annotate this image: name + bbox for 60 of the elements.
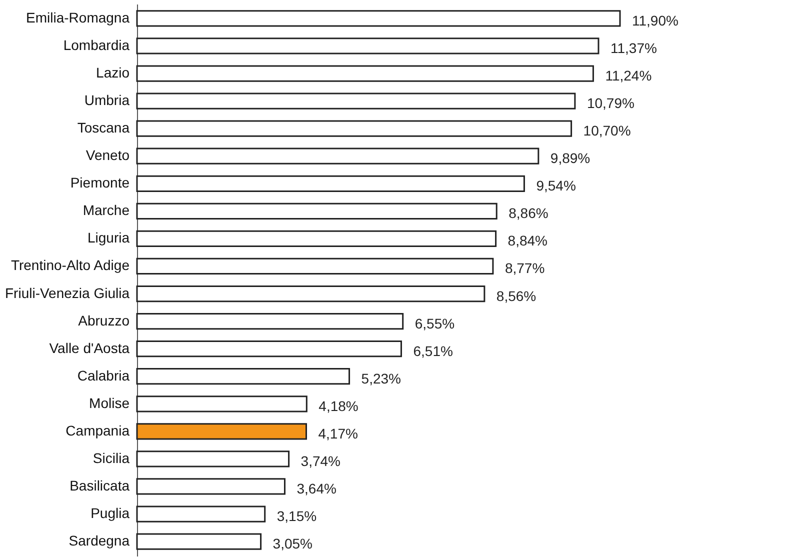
bar [136,92,576,110]
bar [136,230,497,248]
y-tick-label: Lombardia [63,36,130,53]
bar [136,258,494,275]
bar [136,340,402,358]
data-label: 8,77% [504,260,545,276]
y-tick-label: Piemonte [70,174,130,191]
y-tick-label: Lazio [96,64,130,81]
bar [136,38,600,54]
y-tick-label: Sardegna [68,532,130,549]
data-label: 9,89% [550,150,590,166]
bar [136,423,308,440]
data-label: 11,24% [605,68,652,84]
data-label: 4,17% [318,425,358,442]
y-tick-label: Trentino-Alto Adige [10,257,130,274]
bar [136,396,308,412]
y-tick-label: Campania [66,422,130,438]
bar [136,368,350,385]
bar [136,148,540,164]
bar [136,506,266,522]
bar [136,478,286,495]
y-tick-label: Basilicata [70,477,130,494]
y-tick-label: Umbria [84,92,130,108]
y-tick-label: Puglia [90,505,130,522]
data-label: 11,90% [632,12,678,28]
data-label: 10,79% [586,95,634,112]
data-label: 11,37% [610,40,657,56]
y-tick-label: Veneto [86,147,130,164]
data-label: 8,56% [496,288,536,304]
data-label: 9,54% [536,178,576,194]
bar [136,175,525,192]
y-tick-label: Abruzzo [78,312,130,328]
y-tick-label: Calabria [77,367,130,384]
bar [136,450,290,468]
y-tick-label: Friuli-Venezia Giulia [5,284,130,301]
data-label: 8,84% [508,232,548,249]
bar [136,65,594,82]
y-tick-label: Valle d'Aosta [49,340,130,356]
y-tick-label: Molise [89,394,130,411]
data-label: 8,86% [508,205,548,222]
data-label: 3,05% [272,536,312,552]
data-label: 3,74% [300,452,341,469]
y-tick-label: Sicilia [92,450,130,466]
bar [136,312,404,330]
bar [136,120,572,137]
data-label: 5,23% [361,370,401,386]
bar [136,10,621,27]
data-label: 6,51% [413,342,453,359]
y-tick-label: Emilia-Romagna [26,9,130,26]
data-label: 6,55% [414,315,455,332]
data-label: 3,15% [276,508,317,524]
y-tick-label: Toscana [77,120,130,136]
bar [136,533,262,550]
y-tick-label: Liguria [87,230,130,246]
data-label: 3,64% [296,480,336,496]
bar [136,202,498,220]
data-label: 4,18% [318,398,358,414]
data-label: 10,70% [583,122,631,139]
bar [136,285,486,302]
y-tick-label: Marche [82,202,130,218]
